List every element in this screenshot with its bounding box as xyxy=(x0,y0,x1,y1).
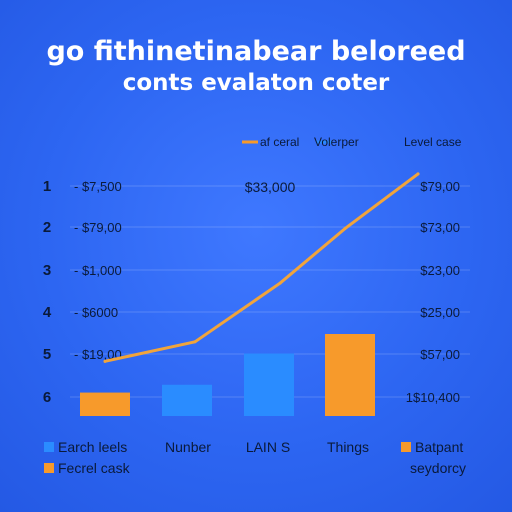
left-tick-label: - $1,000 xyxy=(74,263,122,278)
row-number: 3 xyxy=(43,262,51,279)
bar xyxy=(244,353,294,416)
top-annotation: $33,000 xyxy=(245,179,296,195)
trend-point xyxy=(343,227,347,231)
right-tick-labels: $79,00 $73,00 $23,00 $25,00 $57,00 1$10,400 xyxy=(406,179,460,405)
category-labels: Nunber LAIN S Things xyxy=(165,439,369,455)
right-tick-label: $57,00 xyxy=(420,347,460,362)
bottom-legend-swatch xyxy=(44,442,54,452)
top-legend-label: af ceral xyxy=(260,135,299,149)
bottom-legend-label: Earch leels xyxy=(58,439,127,455)
trend-line-group xyxy=(103,172,420,363)
chart-title: go fithinetinabear beloreed xyxy=(46,36,465,67)
bars xyxy=(80,334,375,416)
right-tick-label: $25,00 xyxy=(420,305,460,320)
category-label: Nunber xyxy=(165,439,211,455)
right-tick-label: 1$10,400 xyxy=(406,390,460,405)
row-number: 4 xyxy=(43,304,52,321)
trend-point xyxy=(103,359,107,363)
row-number: 2 xyxy=(43,219,51,236)
left-tick-label: - $6000 xyxy=(74,305,118,320)
left-tick-label: - $19,00 xyxy=(74,347,122,362)
chart-subtitle: conts evalaton coter xyxy=(123,70,390,96)
bottom-legend-label: Fecrel cask xyxy=(58,460,131,476)
top-legend: af ceral Volerper Level case xyxy=(242,135,462,149)
row-numbers: 1 2 3 4 5 6 xyxy=(43,178,52,406)
top-legend-label: Level case xyxy=(404,135,462,149)
trend-line xyxy=(103,172,420,363)
right-tick-label: $79,00 xyxy=(420,179,460,194)
bottom-legend-swatch xyxy=(44,463,54,473)
right-tick-label: $23,00 xyxy=(420,263,460,278)
right-tick-label: $73,00 xyxy=(420,220,460,235)
trend-point xyxy=(193,340,197,344)
row-number: 6 xyxy=(43,389,51,406)
bottom-legend-label: Batpant xyxy=(415,439,463,455)
bottom-legend-swatch xyxy=(401,442,411,452)
category-label: Things xyxy=(327,439,369,455)
bar xyxy=(162,384,212,416)
category-label: LAIN S xyxy=(246,439,290,455)
trend-point xyxy=(416,172,420,176)
left-tick-label: - $79,00 xyxy=(74,220,122,235)
top-legend-label: Volerper xyxy=(314,135,359,149)
row-number: 1 xyxy=(43,178,51,195)
left-tick-labels: - $7,500 - $79,00 - $1,000 - $6000 - $19,00 xyxy=(74,179,122,362)
bar xyxy=(325,334,375,416)
left-tick-label: - $7,500 xyxy=(74,179,122,194)
row-number: 5 xyxy=(43,346,51,363)
bottom-legend-label: seydorcy xyxy=(410,460,466,476)
trend-point xyxy=(278,281,282,285)
bottom-legend: Earch leels Batpant Fecrel cask seydorcy xyxy=(44,439,466,476)
bar xyxy=(80,392,130,416)
